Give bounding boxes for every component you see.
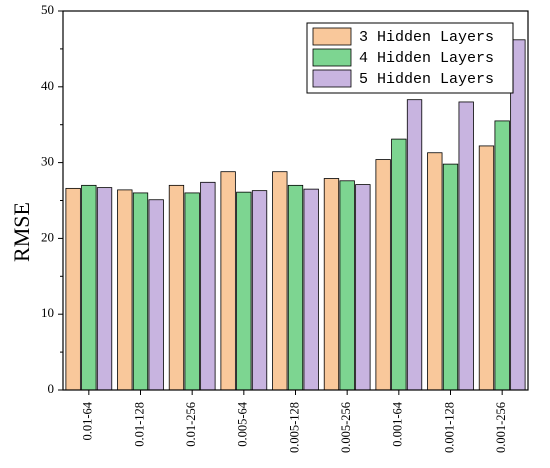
legend-label: 5 Hidden Layers	[359, 71, 494, 88]
x-tick-label: 0.005-64	[236, 401, 250, 447]
bar-5-layers-0.001-64	[406, 99, 423, 391]
legend-swatch	[312, 48, 352, 67]
legend-label: 4 Hidden Layers	[359, 50, 494, 67]
legend-label: 3 Hidden Layers	[359, 29, 494, 46]
bar-3-layers-0.001-128	[427, 152, 443, 391]
y-tick-label: 40	[41, 78, 54, 93]
bar-4-layers-0.01-256	[184, 192, 200, 391]
y-tick-label: 0	[48, 381, 55, 396]
bar-4-layers-0.005-128	[287, 184, 304, 391]
bar-5-layers-0.005-64	[251, 190, 268, 391]
bar-4-layers-0.001-128	[442, 163, 459, 391]
bar-5-layers-0.005-256	[355, 184, 371, 391]
bar-4-layers-0.005-256	[339, 180, 355, 391]
x-tick-label: 0.001-256	[494, 402, 508, 453]
bar-3-layers-0.001-256	[478, 145, 495, 391]
bar-4-layers-0.01-128	[132, 192, 149, 391]
bar-3-layers-0.01-128	[117, 189, 133, 391]
legend: 3 Hidden Layers 4 Hidden Layers 5 Hidden L…	[306, 22, 514, 94]
bar-4-layers-0.001-256	[494, 120, 510, 391]
bar-3-layers-0.01-256	[168, 184, 185, 391]
x-tick-label: 0.005-128	[287, 402, 301, 453]
bar-4-layers-0.01-64	[81, 184, 97, 391]
bar-3-layers-0.005-256	[323, 178, 340, 391]
y-tick-label: 10	[41, 305, 54, 320]
bar-3-layers-0.005-128	[272, 171, 288, 391]
x-tick-label: 0.01-64	[81, 401, 95, 440]
x-tick-label: 0.001-64	[391, 401, 405, 447]
bar-3-layers-0.005-64	[220, 171, 236, 391]
bar-3-layers-0.001-64	[375, 159, 391, 391]
bar-3-layers-0.01-64	[65, 187, 81, 391]
x-tick-label: 0.01-256	[184, 402, 198, 447]
bar-5-layers-0.01-256	[200, 181, 216, 391]
bar-4-layers-0.005-64	[236, 191, 252, 391]
bar-5-layers-0.005-128	[303, 188, 319, 391]
bar-5-layers-0.01-128	[148, 199, 164, 391]
legend-swatch	[312, 69, 352, 88]
y-tick-label: 50	[41, 2, 54, 17]
x-tick-label: 0.001-128	[442, 402, 456, 453]
y-tick-label: 30	[41, 154, 54, 169]
y-axis-label: RMSE	[9, 202, 34, 262]
x-tick-label: 0.005-256	[339, 402, 353, 453]
bar-5-layers-0.001-128	[458, 101, 474, 391]
bars-group	[65, 39, 526, 391]
y-tick-label: 20	[41, 229, 54, 244]
legend-swatch	[312, 27, 352, 46]
axes-group: 0 10 20 30 40 50 0.01-64 0.01-128 0.01-256 0.005-…	[41, 2, 529, 453]
bar-5-layers-0.01-64	[96, 187, 113, 391]
x-tick-label: 0.01-128	[132, 402, 146, 447]
bar-4-layers-0.001-64	[391, 138, 407, 391]
